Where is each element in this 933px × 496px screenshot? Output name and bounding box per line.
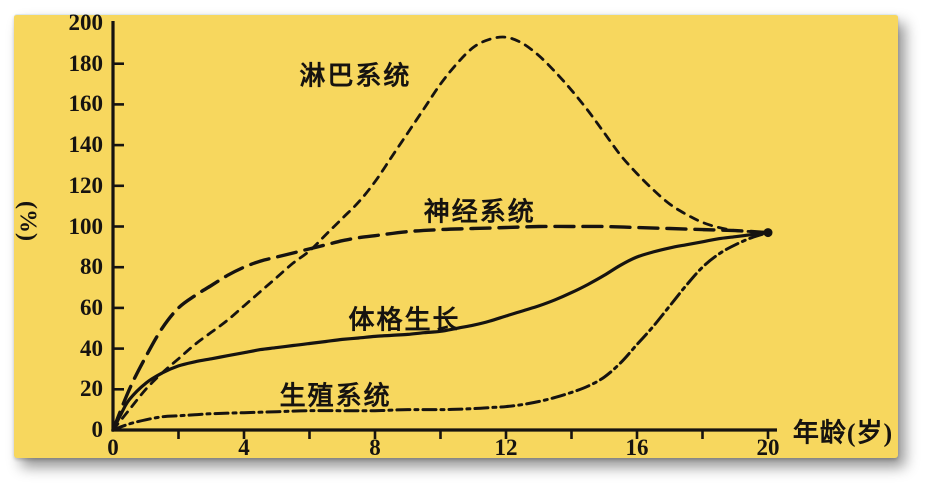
nervous-system-label: 神经系统 bbox=[423, 197, 536, 227]
lymphatic-system-curve bbox=[111, 35, 770, 432]
y-tick-label-160: 160 bbox=[68, 91, 104, 117]
y-tick-label-200: 200 bbox=[68, 10, 104, 35]
y-tick-label-20: 20 bbox=[80, 376, 103, 402]
x-tick-label-16: 16 bbox=[625, 435, 649, 460]
reproductive-system-label: 生殖系统 bbox=[279, 381, 392, 411]
x-tick-label-0: 0 bbox=[107, 435, 119, 460]
curves-convergence-point bbox=[763, 228, 773, 238]
x-tick-label-4: 4 bbox=[238, 435, 250, 460]
general-growth-curve bbox=[111, 231, 770, 432]
nervous-system-curve bbox=[111, 224, 770, 432]
y-tick-label-80: 80 bbox=[80, 254, 103, 280]
x-tick-label-8: 8 bbox=[369, 435, 381, 460]
y-tick-label-100: 100 bbox=[68, 213, 104, 239]
y-tick-label-60: 60 bbox=[80, 294, 103, 320]
general-growth-label: 体格生长 bbox=[348, 305, 461, 335]
x-tick-label-12: 12 bbox=[494, 435, 518, 460]
y-tick-label-120: 120 bbox=[68, 172, 104, 198]
reproductive-system-curve bbox=[111, 231, 770, 432]
x-axis-label: 年龄(岁) bbox=[792, 418, 894, 448]
x-tick-label-20: 20 bbox=[756, 435, 780, 460]
y-tick-label-180: 180 bbox=[68, 50, 104, 76]
y-tick-label-0: 0 bbox=[91, 417, 104, 442]
y-tick-label-40: 40 bbox=[80, 335, 103, 361]
y-tick-label-140: 140 bbox=[68, 132, 104, 158]
lymphatic-system-label: 淋巴系统 bbox=[299, 61, 412, 91]
